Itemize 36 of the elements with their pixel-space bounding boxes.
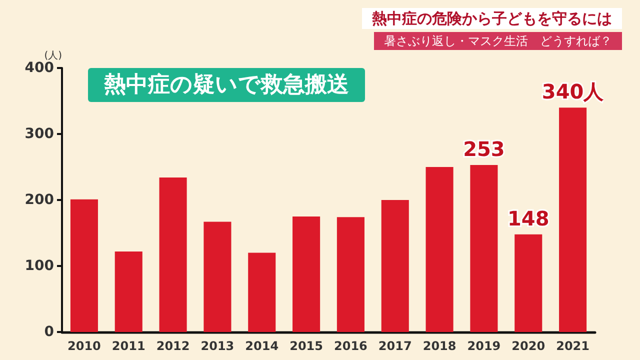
bar bbox=[514, 234, 542, 332]
bar bbox=[248, 252, 276, 332]
y-tick-label: 200 bbox=[24, 192, 54, 208]
bar bbox=[70, 199, 98, 332]
bar bbox=[426, 167, 454, 332]
data-label: 148 bbox=[508, 206, 550, 230]
x-tick-label: 2021 bbox=[556, 339, 590, 353]
y-tick-label: 0 bbox=[44, 324, 54, 340]
x-tick-label: 2018 bbox=[422, 339, 456, 353]
x-tick-label: 2011 bbox=[112, 339, 146, 353]
x-tick-label: 2012 bbox=[156, 339, 190, 353]
bar bbox=[159, 178, 187, 332]
x-tick-label: 2010 bbox=[68, 339, 101, 353]
y-tick-label: 400 bbox=[24, 60, 54, 76]
y-axis-title: (人) bbox=[44, 50, 62, 62]
bar bbox=[336, 217, 364, 332]
x-tick-label: 2020 bbox=[512, 339, 546, 353]
x-tick-label: 2013 bbox=[200, 339, 234, 353]
x-tick-label: 2015 bbox=[290, 339, 323, 353]
data-label: 340人 bbox=[542, 80, 605, 104]
y-tick-label: 300 bbox=[24, 126, 54, 142]
text: 熱中症の危険から子どもを守るには bbox=[371, 10, 612, 28]
bar bbox=[381, 200, 409, 332]
chart-title: 熱中症の疑いで救急搬送 bbox=[103, 72, 349, 98]
bar bbox=[114, 251, 142, 332]
y-tick-label: 100 bbox=[24, 258, 54, 274]
bar bbox=[559, 108, 587, 332]
x-tick-label: 2016 bbox=[334, 339, 368, 353]
data-label: 253 bbox=[463, 137, 505, 162]
x-tick-label: 2019 bbox=[467, 339, 501, 353]
text: 暑さぶり返し・マスク生活 どうすれば？ bbox=[384, 34, 612, 48]
bar bbox=[470, 165, 498, 332]
x-tick-label: 2017 bbox=[378, 339, 412, 353]
x-tick-label: 2014 bbox=[245, 339, 279, 353]
bar bbox=[292, 216, 320, 332]
bar bbox=[204, 222, 232, 332]
